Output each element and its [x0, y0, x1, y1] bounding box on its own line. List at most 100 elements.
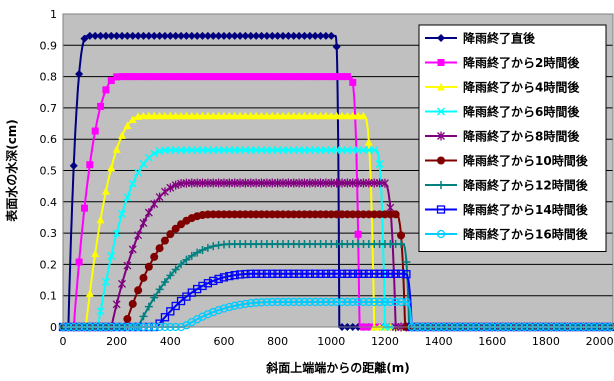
series-marker	[295, 31, 304, 40]
series-marker	[284, 269, 293, 278]
series-marker	[295, 73, 303, 81]
series-marker	[437, 156, 445, 165]
y-tick-labels: 0 0.1 0.2 0.3 0.4 0.5 0.6 0.7 0.8 0.9 1	[40, 8, 58, 334]
series-marker	[327, 269, 336, 278]
series-marker	[166, 111, 175, 120]
y-tick-label: 0	[50, 321, 57, 334]
series-marker	[380, 297, 390, 307]
legend-label: 降雨終了から16時間後	[463, 227, 589, 242]
series-marker	[230, 270, 239, 280]
series-marker	[402, 270, 411, 279]
series-marker	[209, 307, 218, 317]
series-marker	[128, 179, 137, 188]
series-marker	[364, 297, 374, 307]
series-marker	[311, 269, 320, 278]
series-marker	[354, 111, 363, 120]
series-marker	[203, 31, 212, 40]
series-marker	[321, 269, 331, 278]
series-marker	[343, 73, 351, 81]
legend-label: 降雨終了から2時間後	[463, 55, 580, 70]
series-marker	[139, 31, 148, 40]
series-marker	[397, 231, 406, 240]
series-marker	[96, 215, 105, 224]
series-marker	[219, 304, 229, 313]
series-marker	[311, 297, 320, 307]
series-marker	[86, 161, 94, 169]
series-marker	[101, 31, 110, 40]
series-marker	[150, 149, 159, 158]
series-marker	[128, 31, 137, 40]
series-marker	[316, 111, 325, 120]
series-marker	[268, 73, 276, 81]
series-marker	[123, 31, 132, 40]
series-marker	[75, 258, 83, 266]
series-marker	[294, 269, 304, 278]
series-marker	[128, 244, 137, 254]
x-tick-label: 1600	[478, 335, 506, 348]
series-marker	[402, 257, 411, 266]
series-marker	[128, 115, 137, 123]
series-marker	[252, 111, 261, 120]
series-marker	[112, 229, 121, 238]
series-marker	[144, 111, 153, 120]
series-marker	[258, 73, 266, 81]
series-marker	[187, 251, 196, 260]
series-marker	[96, 307, 105, 316]
series-marker	[235, 270, 245, 279]
plot-frame	[62, 13, 614, 328]
series-marker	[391, 210, 400, 219]
series-marker	[353, 297, 363, 307]
series-marker	[257, 298, 266, 307]
series-marker	[225, 31, 234, 40]
series-marker	[236, 111, 245, 120]
series-marker	[112, 31, 121, 40]
series-marker	[262, 31, 271, 40]
series-marker	[91, 127, 99, 135]
series-marker	[128, 299, 137, 308]
series-marker	[284, 297, 293, 307]
legend-item: 降雨終了から4時間後	[425, 80, 580, 95]
series-marker	[107, 76, 115, 84]
series-marker	[177, 31, 186, 40]
series-marker	[117, 209, 127, 218]
series-marker	[262, 269, 272, 278]
series-marker	[193, 111, 202, 120]
series-marker	[273, 269, 282, 278]
series-marker	[155, 111, 164, 120]
series-marker	[219, 111, 228, 120]
y-tick-label: 0.2	[40, 258, 58, 271]
series-marker	[118, 131, 127, 139]
series-marker	[252, 73, 260, 81]
series-marker	[333, 73, 341, 81]
series-marker	[134, 230, 143, 240]
series-marker	[118, 73, 126, 81]
series-marker	[177, 73, 185, 81]
series-marker	[219, 31, 228, 40]
series-marker	[69, 161, 78, 170]
series-marker	[107, 252, 116, 261]
series-marker	[214, 31, 223, 40]
series-marker	[370, 269, 379, 278]
series-marker	[305, 31, 314, 40]
series-marker	[386, 269, 395, 278]
series-marker	[112, 145, 121, 153]
series-marker	[182, 255, 191, 264]
series-marker	[402, 297, 411, 307]
series-marker	[118, 31, 127, 40]
series-marker	[289, 269, 298, 278]
series-marker	[214, 274, 223, 284]
legend-label: 降雨終了直後	[463, 31, 536, 46]
series-marker	[187, 31, 196, 40]
series-marker	[144, 262, 153, 271]
y-tick-label: 0.6	[40, 133, 58, 146]
series-marker	[279, 31, 287, 40]
series-marker	[300, 297, 309, 307]
x-tick-label: 1000	[317, 335, 345, 348]
series-marker	[113, 73, 121, 81]
series-marker	[311, 73, 319, 81]
series-marker	[166, 73, 174, 81]
series-marker	[198, 281, 207, 291]
series-marker	[338, 111, 347, 120]
series-marker	[139, 312, 148, 321]
series-marker	[139, 111, 148, 120]
